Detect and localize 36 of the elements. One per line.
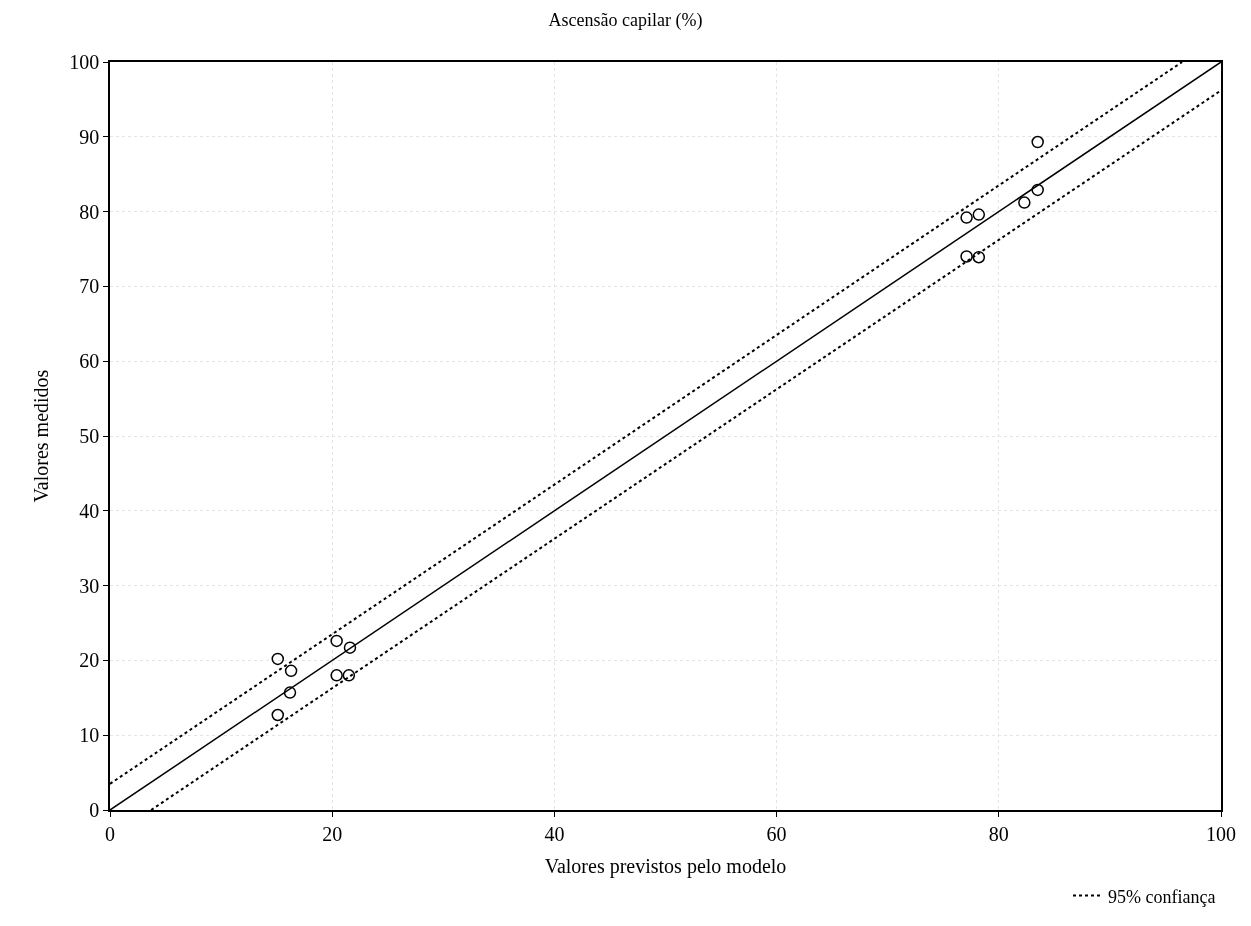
y-tick-label: 0 bbox=[89, 799, 100, 821]
x-tick-label: 40 bbox=[544, 822, 565, 845]
y-tick-label: 80 bbox=[79, 200, 100, 223]
point bbox=[1031, 183, 1044, 197]
point bbox=[960, 211, 973, 224]
x-tick-label: 80 bbox=[988, 822, 1009, 845]
y-tick-label: 90 bbox=[79, 125, 100, 148]
y-tick-label: 70 bbox=[79, 275, 100, 298]
y-axis-title: Valores medidos bbox=[30, 369, 53, 503]
x-axis-title: Valores previstos pelo modelo bbox=[544, 854, 787, 878]
point bbox=[972, 208, 986, 221]
x-tick-label: 100 bbox=[1206, 822, 1236, 845]
x-tick-label: 60 bbox=[766, 822, 787, 845]
point bbox=[271, 708, 285, 722]
point bbox=[972, 250, 986, 264]
point bbox=[343, 641, 357, 654]
y-tick-label: 30 bbox=[79, 574, 100, 597]
y-tick-label: 100 bbox=[69, 51, 100, 73]
point bbox=[330, 634, 343, 648]
point bbox=[283, 686, 297, 699]
y-tick-label: 20 bbox=[79, 649, 100, 672]
legend-label: 95% confiança bbox=[1108, 886, 1216, 907]
y-tick-label: 50 bbox=[79, 425, 100, 447]
chart-title: Ascensão capilar (%) bbox=[548, 10, 703, 32]
point bbox=[284, 664, 298, 678]
point bbox=[342, 669, 356, 682]
point bbox=[1018, 196, 1031, 209]
point bbox=[960, 250, 973, 263]
x-tick-label: 0 bbox=[105, 822, 115, 845]
y-tick-label: 60 bbox=[79, 350, 100, 373]
y-tick-label: 40 bbox=[79, 499, 100, 522]
y-tick-label: 10 bbox=[79, 724, 100, 747]
point bbox=[271, 652, 285, 666]
point bbox=[330, 669, 343, 682]
x-tick-label: 20 bbox=[322, 822, 343, 845]
point bbox=[1031, 135, 1044, 149]
